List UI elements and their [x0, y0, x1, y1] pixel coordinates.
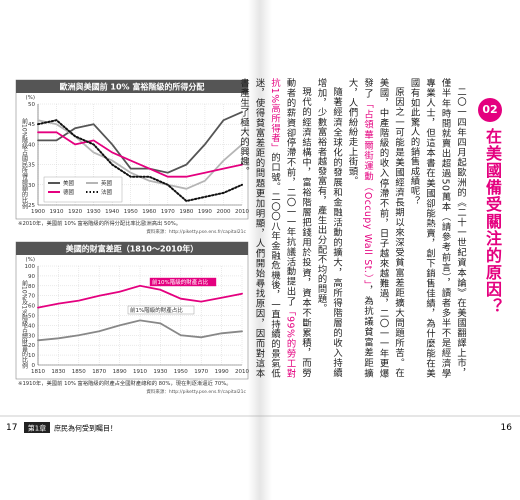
- series-line: [37, 131, 243, 178]
- section-number: 02: [478, 98, 502, 122]
- chapter-title: 庶民為何受到矚目！: [54, 424, 117, 433]
- y-tick-label: 45: [28, 122, 35, 128]
- paragraph: 現代的經濟結構中，富裕階層把錢用於投資，資本不斷累積，而勞動者的薪資卻停滯不前，…: [236, 78, 314, 378]
- x-tick-label: 1940: [105, 209, 119, 215]
- source: 資料來源：http://piketty.pse.ens.fr/capital21…: [146, 388, 246, 395]
- text: 現代的經濟結構中，富裕階層把錢用於投資，資本不斷累積，而勞動者的薪資卻停滯不前，…: [284, 78, 312, 378]
- legend-label: 法國: [101, 188, 113, 196]
- chapter-box: [24, 422, 50, 433]
- series-label-box: [127, 305, 195, 315]
- legend-label: 美國: [63, 179, 75, 187]
- x-tick-label: 1930: [87, 209, 101, 215]
- chart-title: 歐洲與美國前 10% 富裕階級的所得分配: [60, 82, 205, 92]
- y-tick-label: 35: [28, 163, 35, 169]
- x-tick-label: 1910: [133, 369, 147, 375]
- x-tick-label: 2010: [235, 209, 249, 215]
- text: 隨著經濟全球化的發展和金融活動的擴大，高所得階層的收入持續增加，少數富裕者越發富…: [315, 78, 343, 378]
- text: ，為抗議貧富差距擴大，人們紛紛走上街頭。: [346, 78, 374, 379]
- title-banner: [16, 242, 248, 255]
- text: 二〇一四年四月起歐洲的《二十一世紀資本論》在美國翻譯上市，僅半年時間就賣出超過5…: [408, 78, 467, 378]
- x-tick-label: 1930: [153, 369, 167, 375]
- highlight: 「99%的勞工對抗1%高所得者」: [269, 78, 296, 378]
- y-tick-label: 100: [25, 264, 36, 270]
- paragraph: 二〇一四年四月起歐洲的《二十一世紀資本論》在美國翻譯上市，僅半年時間就賣出超過5…: [406, 78, 468, 378]
- highlight: 「占領華爾街運動（Occupy Wall St.）」: [362, 98, 373, 286]
- x-tick-label: 1970: [161, 209, 175, 215]
- x-tick-label: 1970: [194, 369, 208, 375]
- x-tick-label: 1920: [68, 209, 82, 215]
- x-tick-label: 1900: [31, 209, 45, 215]
- x-tick-label: 1980: [179, 209, 193, 215]
- series-line: [37, 119, 243, 203]
- y-tick-label: 20: [28, 343, 35, 349]
- y-tick-label: 30: [28, 183, 35, 189]
- y-unit: (%): [25, 257, 35, 263]
- chapter: 第1章: [28, 424, 46, 433]
- series-line: [37, 284, 243, 309]
- footer: 17 第1章 庶民為何受到矚目！ 16: [0, 415, 520, 433]
- paragraph: 隨著經濟全球化的發展和金融活動的擴大，高所得階層的收入持續增加，少數富裕者越發富…: [313, 78, 344, 378]
- y-tick-label: 80: [28, 284, 35, 290]
- x-tick-label: 2010: [235, 369, 249, 375]
- section-heading: 在美國備受關注的原因？: [483, 128, 502, 315]
- text: 原因之一可能是美國經濟長期以來深受貧富差距擴大問題所苦。在美國，中產階級的收入停…: [362, 78, 404, 378]
- series-label-box: [149, 277, 217, 287]
- x-tick-label: 1850: [72, 369, 86, 375]
- y-tick-label: 40: [28, 323, 35, 329]
- note: ※1910年，美國前 10% 富裕階級的財產占全國財產總和的 80%，現在則逐漸…: [18, 379, 232, 387]
- x-tick-label: 1810: [31, 369, 45, 375]
- y-tick-label: 50: [28, 102, 35, 108]
- x-tick-label: 1870: [92, 369, 106, 375]
- x-tick-label: 1990: [198, 209, 212, 215]
- chart-title: 美國的財富差距（1810～2010年）: [66, 244, 199, 254]
- y-unit: (%): [25, 95, 35, 101]
- x-tick-label: 1960: [142, 209, 156, 215]
- x-tick-label: 1950: [174, 369, 188, 375]
- page-number: 16: [501, 423, 513, 433]
- x-tick-label: 1910: [50, 209, 64, 215]
- legend-box: [43, 176, 123, 203]
- source: 資料來源：http://piketty.pse.ens.fr/capital21…: [146, 228, 246, 235]
- x-tick-label: 2000: [216, 209, 230, 215]
- y-tick-label: 10: [28, 353, 35, 359]
- y-axis-label: 前10%階級占國民所得總額的比例: [21, 117, 28, 210]
- y-tick-label: 70: [28, 294, 35, 300]
- y-tick-label: 30: [28, 333, 35, 339]
- y-tick-label: 40: [28, 142, 35, 148]
- y-tick-label: 90: [28, 274, 35, 280]
- paragraph: 原因之一可能是美國經濟長期以來深受貧富差距擴大問題所苦。在美國，中產階級的收入停…: [344, 78, 406, 378]
- x-tick-label: 1990: [215, 369, 229, 375]
- gutter: [248, 0, 272, 500]
- y-axis-label: 前10%及1%階級占總財富的比例: [21, 279, 28, 370]
- y-tick-label: 60: [28, 304, 35, 310]
- x-tick-label: 1830: [51, 369, 65, 375]
- series-line: [37, 111, 243, 174]
- note: ※2010年，美國前 10% 富裕階級的所得分配比率比歐洲高出 50%。: [18, 219, 181, 227]
- page-number: 17: [6, 423, 17, 433]
- x-tick-label: 1890: [113, 369, 127, 375]
- y-tick-label: 50: [28, 314, 35, 320]
- legend-label: 英國: [101, 179, 113, 187]
- x-tick-label: 1950: [124, 209, 138, 215]
- series-label: 前10%階級的財產占比: [152, 278, 209, 286]
- title-banner: [16, 80, 248, 93]
- y-tick-label: 0: [32, 363, 36, 369]
- legend-label: 德國: [63, 188, 75, 196]
- series-line: [37, 319, 243, 342]
- series-label: 前1%階級的財產占比: [130, 306, 183, 314]
- text: 的口號。二〇〇八年金融危機後，一直持續的景氣低迷，使得貧富差距的問題更加明顯，人…: [238, 78, 280, 378]
- y-tick-label: 25: [28, 203, 35, 209]
- body-text: 二〇一四年四月起歐洲的《二十一世紀資本論》在美國翻譯上市，僅半年時間就賣出超過5…: [238, 78, 468, 378]
